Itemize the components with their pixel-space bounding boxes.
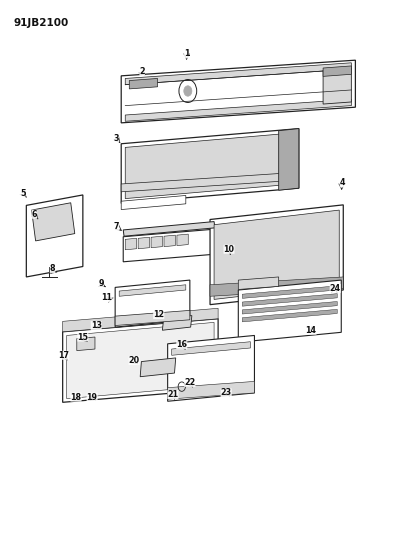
Polygon shape <box>242 286 337 298</box>
Polygon shape <box>138 237 150 249</box>
Polygon shape <box>162 316 192 330</box>
Polygon shape <box>77 337 95 351</box>
Text: 91JB2100: 91JB2100 <box>13 19 68 28</box>
Polygon shape <box>242 302 337 314</box>
Text: 16: 16 <box>176 341 187 349</box>
Polygon shape <box>123 222 215 236</box>
Polygon shape <box>323 69 351 104</box>
Text: 6: 6 <box>32 210 37 219</box>
Text: 7: 7 <box>114 222 119 231</box>
Polygon shape <box>151 236 162 248</box>
Text: 3: 3 <box>114 133 119 142</box>
Polygon shape <box>67 322 214 399</box>
Polygon shape <box>121 60 356 123</box>
Polygon shape <box>32 203 75 241</box>
Text: 8: 8 <box>50 264 55 273</box>
Polygon shape <box>123 228 224 262</box>
Text: 11: 11 <box>102 293 112 302</box>
Text: 22: 22 <box>184 378 195 387</box>
Polygon shape <box>26 195 83 277</box>
Polygon shape <box>125 133 295 199</box>
Polygon shape <box>121 196 186 209</box>
Polygon shape <box>168 382 255 399</box>
Text: 12: 12 <box>153 310 164 319</box>
Polygon shape <box>125 99 351 122</box>
Polygon shape <box>115 280 190 327</box>
Text: 20: 20 <box>129 356 140 365</box>
Polygon shape <box>125 63 351 85</box>
Text: 18: 18 <box>70 393 82 401</box>
Polygon shape <box>242 309 337 322</box>
Polygon shape <box>140 358 176 377</box>
Text: 15: 15 <box>77 333 88 342</box>
Text: 24: 24 <box>330 284 341 293</box>
Text: 23: 23 <box>220 389 232 398</box>
Polygon shape <box>323 66 351 76</box>
Text: 21: 21 <box>167 390 178 399</box>
Polygon shape <box>164 235 176 247</box>
Polygon shape <box>121 173 295 192</box>
Text: 5: 5 <box>20 189 26 198</box>
Text: 19: 19 <box>87 393 98 401</box>
Text: 9: 9 <box>98 279 104 288</box>
Polygon shape <box>125 238 136 250</box>
Polygon shape <box>279 128 299 190</box>
Polygon shape <box>214 210 339 300</box>
Text: 14: 14 <box>305 326 316 335</box>
Polygon shape <box>242 294 337 306</box>
Polygon shape <box>129 78 157 89</box>
Circle shape <box>184 86 192 96</box>
Text: 4: 4 <box>340 179 345 188</box>
Polygon shape <box>63 319 218 402</box>
Polygon shape <box>63 308 218 332</box>
Text: 10: 10 <box>224 245 234 254</box>
Polygon shape <box>121 128 299 203</box>
Text: 13: 13 <box>91 321 102 330</box>
Polygon shape <box>119 285 186 296</box>
Text: 17: 17 <box>59 351 69 360</box>
Polygon shape <box>210 205 343 305</box>
Polygon shape <box>172 342 250 356</box>
Text: 2: 2 <box>139 67 145 76</box>
Polygon shape <box>210 277 343 296</box>
Polygon shape <box>238 280 341 342</box>
Polygon shape <box>177 234 188 246</box>
Polygon shape <box>168 335 255 401</box>
Polygon shape <box>115 310 190 326</box>
Polygon shape <box>238 277 279 289</box>
Text: 1: 1 <box>184 50 190 59</box>
